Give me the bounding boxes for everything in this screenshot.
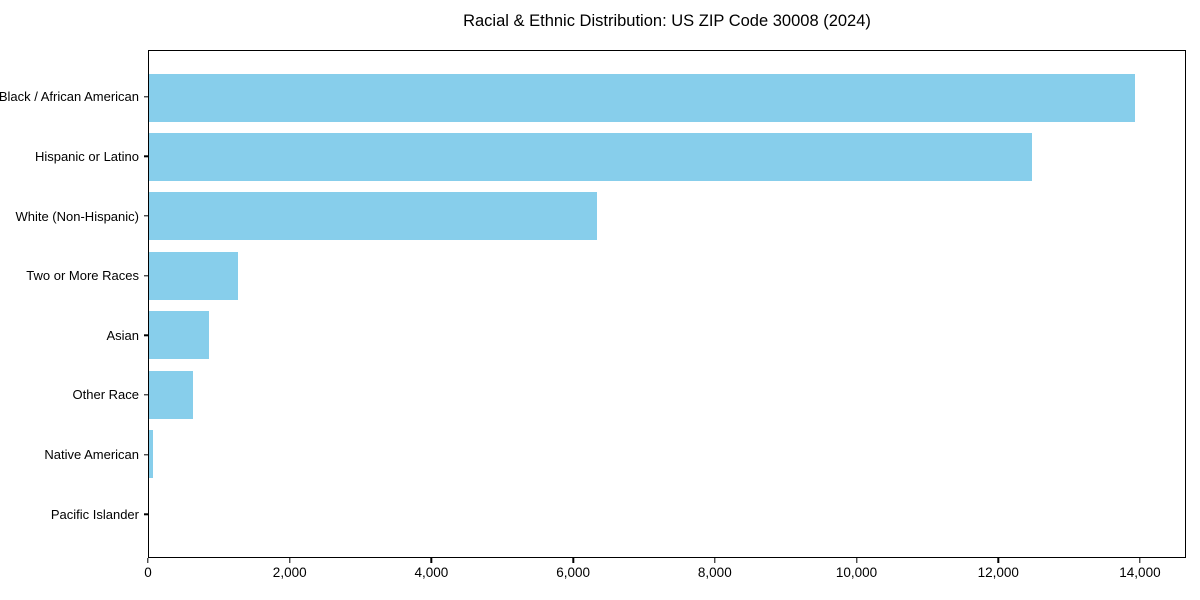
- x-tick-mark: [855, 558, 858, 563]
- x-tick-label: 2,000: [272, 565, 307, 580]
- bar-row: [149, 187, 1185, 246]
- y-row: Hispanic or Latino: [0, 127, 148, 187]
- x-tick-label: 14,000: [1119, 565, 1161, 580]
- x-tick-mark: [714, 558, 716, 563]
- bar: [149, 73, 1136, 122]
- bar: [149, 311, 210, 360]
- bar-rows: [149, 68, 1185, 543]
- bar-row: [149, 127, 1185, 186]
- y-tick-label: Black / African American: [0, 89, 139, 105]
- x-tick-mark: [572, 558, 574, 563]
- plot-area: [148, 50, 1186, 558]
- chart-title: Racial & Ethnic Distribution: US ZIP Cod…: [463, 12, 871, 30]
- x-tick-label: 0: [144, 565, 152, 580]
- y-tick-label: Asian: [106, 327, 139, 343]
- y-tick-label: Pacific Islander: [50, 506, 139, 522]
- y-axis-labels: Black / African American Hispanic or Lati…: [0, 67, 148, 544]
- x-tick-label: 4,000: [414, 565, 449, 580]
- bar-row: [149, 484, 1185, 543]
- x-tick-label: 6,000: [556, 565, 591, 580]
- y-tick-mark: [143, 155, 148, 158]
- x-axis: 0 2,000 4,000 6,000 8,000 10,000 12,000 14,000: [144, 558, 1186, 588]
- x-tick-mark: [997, 558, 999, 563]
- y-row: Two or More Races: [0, 246, 148, 306]
- bar: [149, 133, 1032, 182]
- y-tick-label: Two or More Races: [26, 268, 139, 284]
- y-tick-label: White (Non-Hispanic): [15, 208, 139, 224]
- x-tick-label: 10,000: [835, 565, 878, 580]
- y-tick-label: Hispanic or Latino: [34, 148, 139, 164]
- bar: [149, 192, 598, 241]
- x-tick-label: 12,000: [977, 565, 1019, 580]
- y-tick-label: Other Race: [72, 387, 139, 403]
- y-tick-mark: [143, 274, 148, 277]
- x-tick-mark: [1139, 558, 1141, 563]
- y-row: White (Non-Hispanic): [0, 186, 148, 246]
- bar: [149, 370, 193, 419]
- bar-row: [149, 68, 1185, 127]
- y-row: Asian: [0, 306, 148, 366]
- bar: [149, 429, 154, 478]
- x-tick-mark: [430, 558, 433, 563]
- y-row: Other Race: [0, 365, 148, 425]
- x-tick-mark: [147, 558, 149, 563]
- x-tick-label: 8,000: [697, 565, 732, 580]
- y-tick-mark: [143, 513, 148, 515]
- y-row: Native American: [0, 425, 148, 485]
- y-tick-mark: [143, 453, 148, 456]
- bar-row: [149, 365, 1185, 424]
- y-tick-mark: [143, 96, 148, 98]
- x-tick-mark: [289, 558, 291, 563]
- y-row: Black / African American: [0, 67, 148, 127]
- y-axis: Black / African American Hispanic or Lati…: [0, 50, 148, 558]
- y-row: Pacific Islander: [0, 484, 148, 544]
- bar: [149, 251, 239, 300]
- bar-row: [149, 424, 1185, 483]
- y-tick-mark: [143, 334, 148, 337]
- y-tick-mark: [143, 394, 148, 396]
- bar-row: [149, 306, 1185, 365]
- y-tick-label: Native American: [44, 447, 139, 463]
- bar-row: [149, 246, 1185, 305]
- y-tick-mark: [143, 215, 148, 217]
